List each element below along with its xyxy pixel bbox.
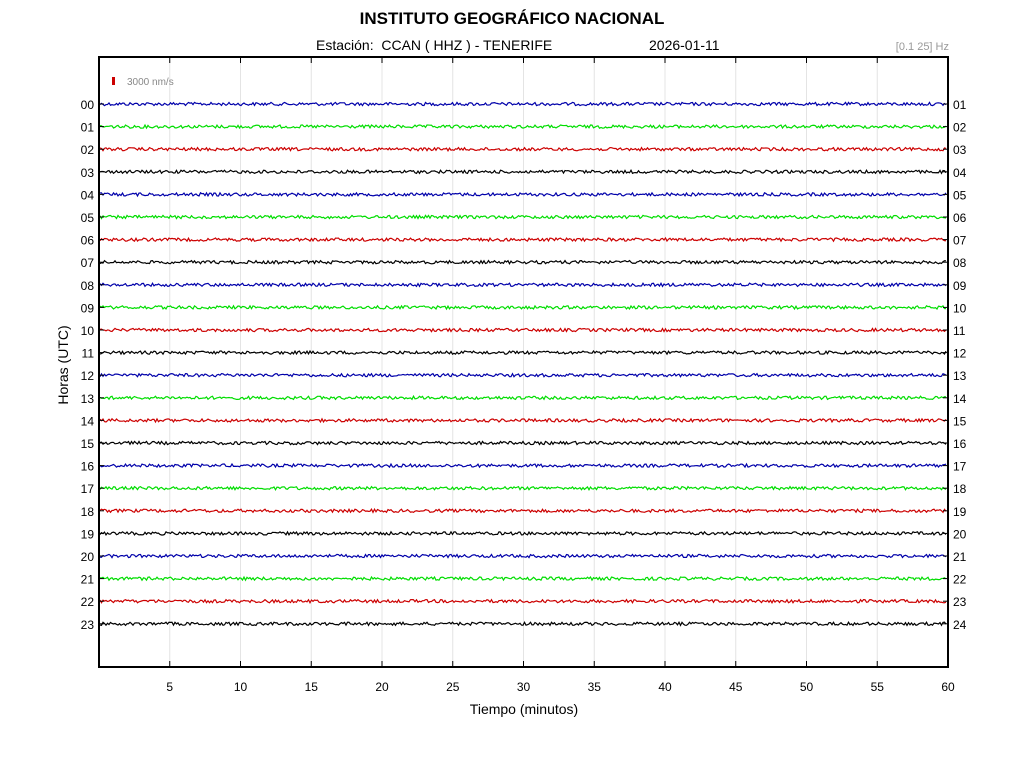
hour-label-right: 14: [953, 392, 967, 406]
hour-label-right: 24: [953, 618, 967, 632]
hour-label-left: 14: [81, 414, 95, 428]
hour-label-right: 05: [953, 188, 967, 202]
x-axis-ticks: 5 10 15 20 25 30 35 40 45 50 55 60: [166, 57, 955, 694]
hour-label-right: 23: [953, 595, 967, 609]
right-hour-labels: 01 02 03 04 05 06 07 08 09 10 11 12 13 14 15 16 17 18 19 20…: [943, 98, 967, 632]
station-subtitle: Estación: CCAN ( HHZ ) - TENERIFE: [316, 37, 553, 53]
seismic-trace-hour: [99, 304, 947, 311]
hour-label-left: 15: [81, 437, 95, 451]
hour-label-left: 12: [81, 369, 95, 383]
x-tick-label: 60: [941, 680, 955, 694]
hour-label-right: 09: [953, 279, 967, 293]
x-tick-label: 15: [305, 680, 319, 694]
seismic-trace-hour: [99, 598, 947, 604]
hour-label-right: 20: [953, 527, 967, 541]
hour-label-left: 18: [81, 505, 95, 519]
hour-label-left: 11: [82, 347, 95, 361]
x-tick-label: 20: [375, 680, 389, 694]
seismic-trace-hour: [99, 146, 947, 153]
x-tick-label: 45: [729, 680, 743, 694]
date-label: 2026-01-11: [649, 37, 720, 53]
hour-label-right: 17: [953, 460, 967, 474]
hour-label-right: 21: [953, 550, 967, 564]
hour-label-left: 10: [81, 324, 95, 338]
seismic-trace-hour: [99, 462, 947, 469]
hour-label-left: 13: [81, 392, 95, 406]
hour-label-left: 01: [81, 121, 95, 135]
hour-label-right: 07: [953, 234, 967, 248]
hour-label-left: 09: [81, 301, 95, 315]
hour-label-left: 00: [81, 98, 95, 112]
hour-label-right: 02: [953, 121, 967, 135]
seismic-trace-hour: [99, 372, 947, 378]
hour-label-left: 07: [81, 256, 95, 270]
x-tick-label: 30: [517, 680, 531, 694]
seismic-trace-hour: [99, 327, 947, 333]
hour-label-left: 04: [81, 188, 95, 202]
seismic-trace-hour: [99, 214, 947, 220]
seismic-trace-hour: [99, 259, 947, 265]
hour-label-left: 22: [81, 595, 95, 609]
hour-label-left: 03: [81, 166, 95, 180]
seismic-trace-hour: [99, 349, 947, 356]
hour-label-right: 18: [953, 482, 967, 496]
hour-label-right: 10: [953, 301, 967, 315]
seismic-trace-hour: [99, 485, 947, 492]
hour-label-left: 16: [81, 460, 95, 474]
seismic-trace-hour: [99, 123, 947, 130]
hour-label-right: 16: [953, 437, 967, 451]
filter-band-label: [0.1 25] Hz: [895, 41, 949, 53]
seismic-trace-hour: [99, 394, 947, 401]
seismic-trace-hour: [99, 417, 947, 424]
seismic-trace-hour: [99, 507, 947, 514]
hour-label-left: 06: [81, 234, 95, 248]
hour-label-left: 17: [81, 482, 95, 496]
hour-label-right: 22: [953, 573, 967, 587]
x-tick-label: 10: [234, 680, 248, 694]
hour-label-right: 11: [953, 324, 966, 338]
amplitude-scale-label: 3000 nm/s: [127, 77, 174, 88]
x-tick-label: 55: [871, 680, 885, 694]
hour-label-right: 06: [953, 211, 967, 225]
hour-label-right: 03: [953, 143, 967, 157]
seismic-trace-hour: [99, 101, 947, 107]
x-axis-label: Tiempo (minutos): [470, 701, 578, 717]
x-tick-label: 50: [800, 680, 814, 694]
hour-label-left: 19: [81, 527, 95, 541]
hour-label-right: 08: [953, 256, 967, 270]
x-tick-label: 5: [166, 680, 173, 694]
hour-label-left: 20: [81, 550, 95, 564]
hour-label-left: 08: [81, 279, 95, 293]
seismic-trace-hour: [99, 281, 947, 288]
seismic-trace-hour: [99, 191, 947, 198]
seismic-trace-hour: [99, 553, 947, 559]
hour-label-right: 19: [953, 505, 967, 519]
hour-label-left: 05: [81, 211, 95, 225]
hour-label-right: 12: [953, 347, 967, 361]
y-axis-label: Horas (UTC): [55, 325, 71, 404]
left-hour-labels: 00 01 02 03 04 05 06 07 08 09 10 11 12 13 14 15 16 17 18 19…: [81, 98, 104, 632]
hour-label-right: 13: [953, 369, 967, 383]
seismic-traces: [99, 101, 947, 627]
seismic-trace-hour: [99, 169, 947, 175]
hour-label-right: 01: [953, 98, 967, 112]
seismic-trace-hour: [99, 575, 947, 582]
grid-lines: [169, 57, 878, 667]
hour-label-right: 15: [953, 414, 967, 428]
hour-label-right: 04: [953, 166, 967, 180]
amplitude-scale-bar: [112, 77, 115, 85]
hour-label-left: 02: [81, 143, 95, 157]
seismic-trace-hour: [99, 440, 947, 446]
x-tick-label: 35: [588, 680, 602, 694]
seismic-trace-hour: [99, 530, 947, 537]
chart-title: INSTITUTO GEOGRÁFICO NACIONAL: [359, 9, 665, 28]
x-tick-label: 40: [658, 680, 672, 694]
seismic-trace-hour: [99, 236, 947, 243]
seismic-trace-hour: [99, 621, 947, 627]
hour-label-left: 23: [81, 618, 95, 632]
hour-label-left: 21: [81, 573, 95, 587]
x-tick-label: 25: [446, 680, 460, 694]
